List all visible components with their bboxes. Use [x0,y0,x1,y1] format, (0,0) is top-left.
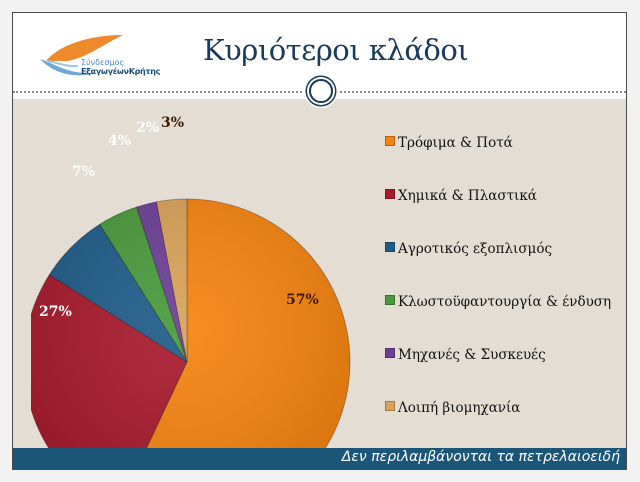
legend-item-other: Λοιπή βιομηχανία [385,400,520,416]
slide: Σύνδεσμος ΕξαγωγέωνΚρήτης Κυριότεροι κλά… [12,12,627,470]
logo-line2: ΕξαγωγέωνΚρήτης [81,67,161,76]
pie-label-textile: 4% [108,133,132,149]
pie-label-chemicals: 27% [39,304,72,320]
ornament-circle-icon [304,74,338,108]
page-title: Κυριότεροι κλάδοι [203,33,469,67]
legend-item-machines: Μηχανές & Συσκευές [385,347,546,363]
pie-chart [31,198,351,469]
legend-item-textile: Κλωστοϋφαντουργία & ένδυση [385,294,611,310]
chart-area: 57% 27% 7% 4% 2% 3% [13,99,626,469]
legend-swatch [385,242,395,252]
logo: Σύνδεσμος ΕξαγωγέωνΚρήτης [28,31,160,79]
logo-line1: Σύνδεσμος [81,58,125,67]
legend-swatch [385,295,395,305]
pie-label-agri: 7% [72,164,96,180]
pie-label-other: 3% [161,115,185,131]
legend-swatch [385,136,395,146]
logo-icon [40,35,123,76]
pie-label-food: 57% [286,292,319,308]
legend-swatch [385,401,395,411]
pie-label-machines: 2% [136,120,160,136]
legend-item-food: Τρόφιμα & Ποτά [385,135,513,151]
legend-item-chemicals: Χημικά & Πλαστικά [385,188,537,204]
legend-swatch [385,348,395,358]
footer-note: Δεν περιλαμβάνονται τα πετρελαιοειδή [341,449,620,465]
legend-item-agri: Αγροτικός εξοπλισμός [385,241,552,257]
legend-swatch [385,189,395,199]
footer-band: Δεν περιλαμβάνονται τα πετρελαιοειδή [13,448,626,469]
